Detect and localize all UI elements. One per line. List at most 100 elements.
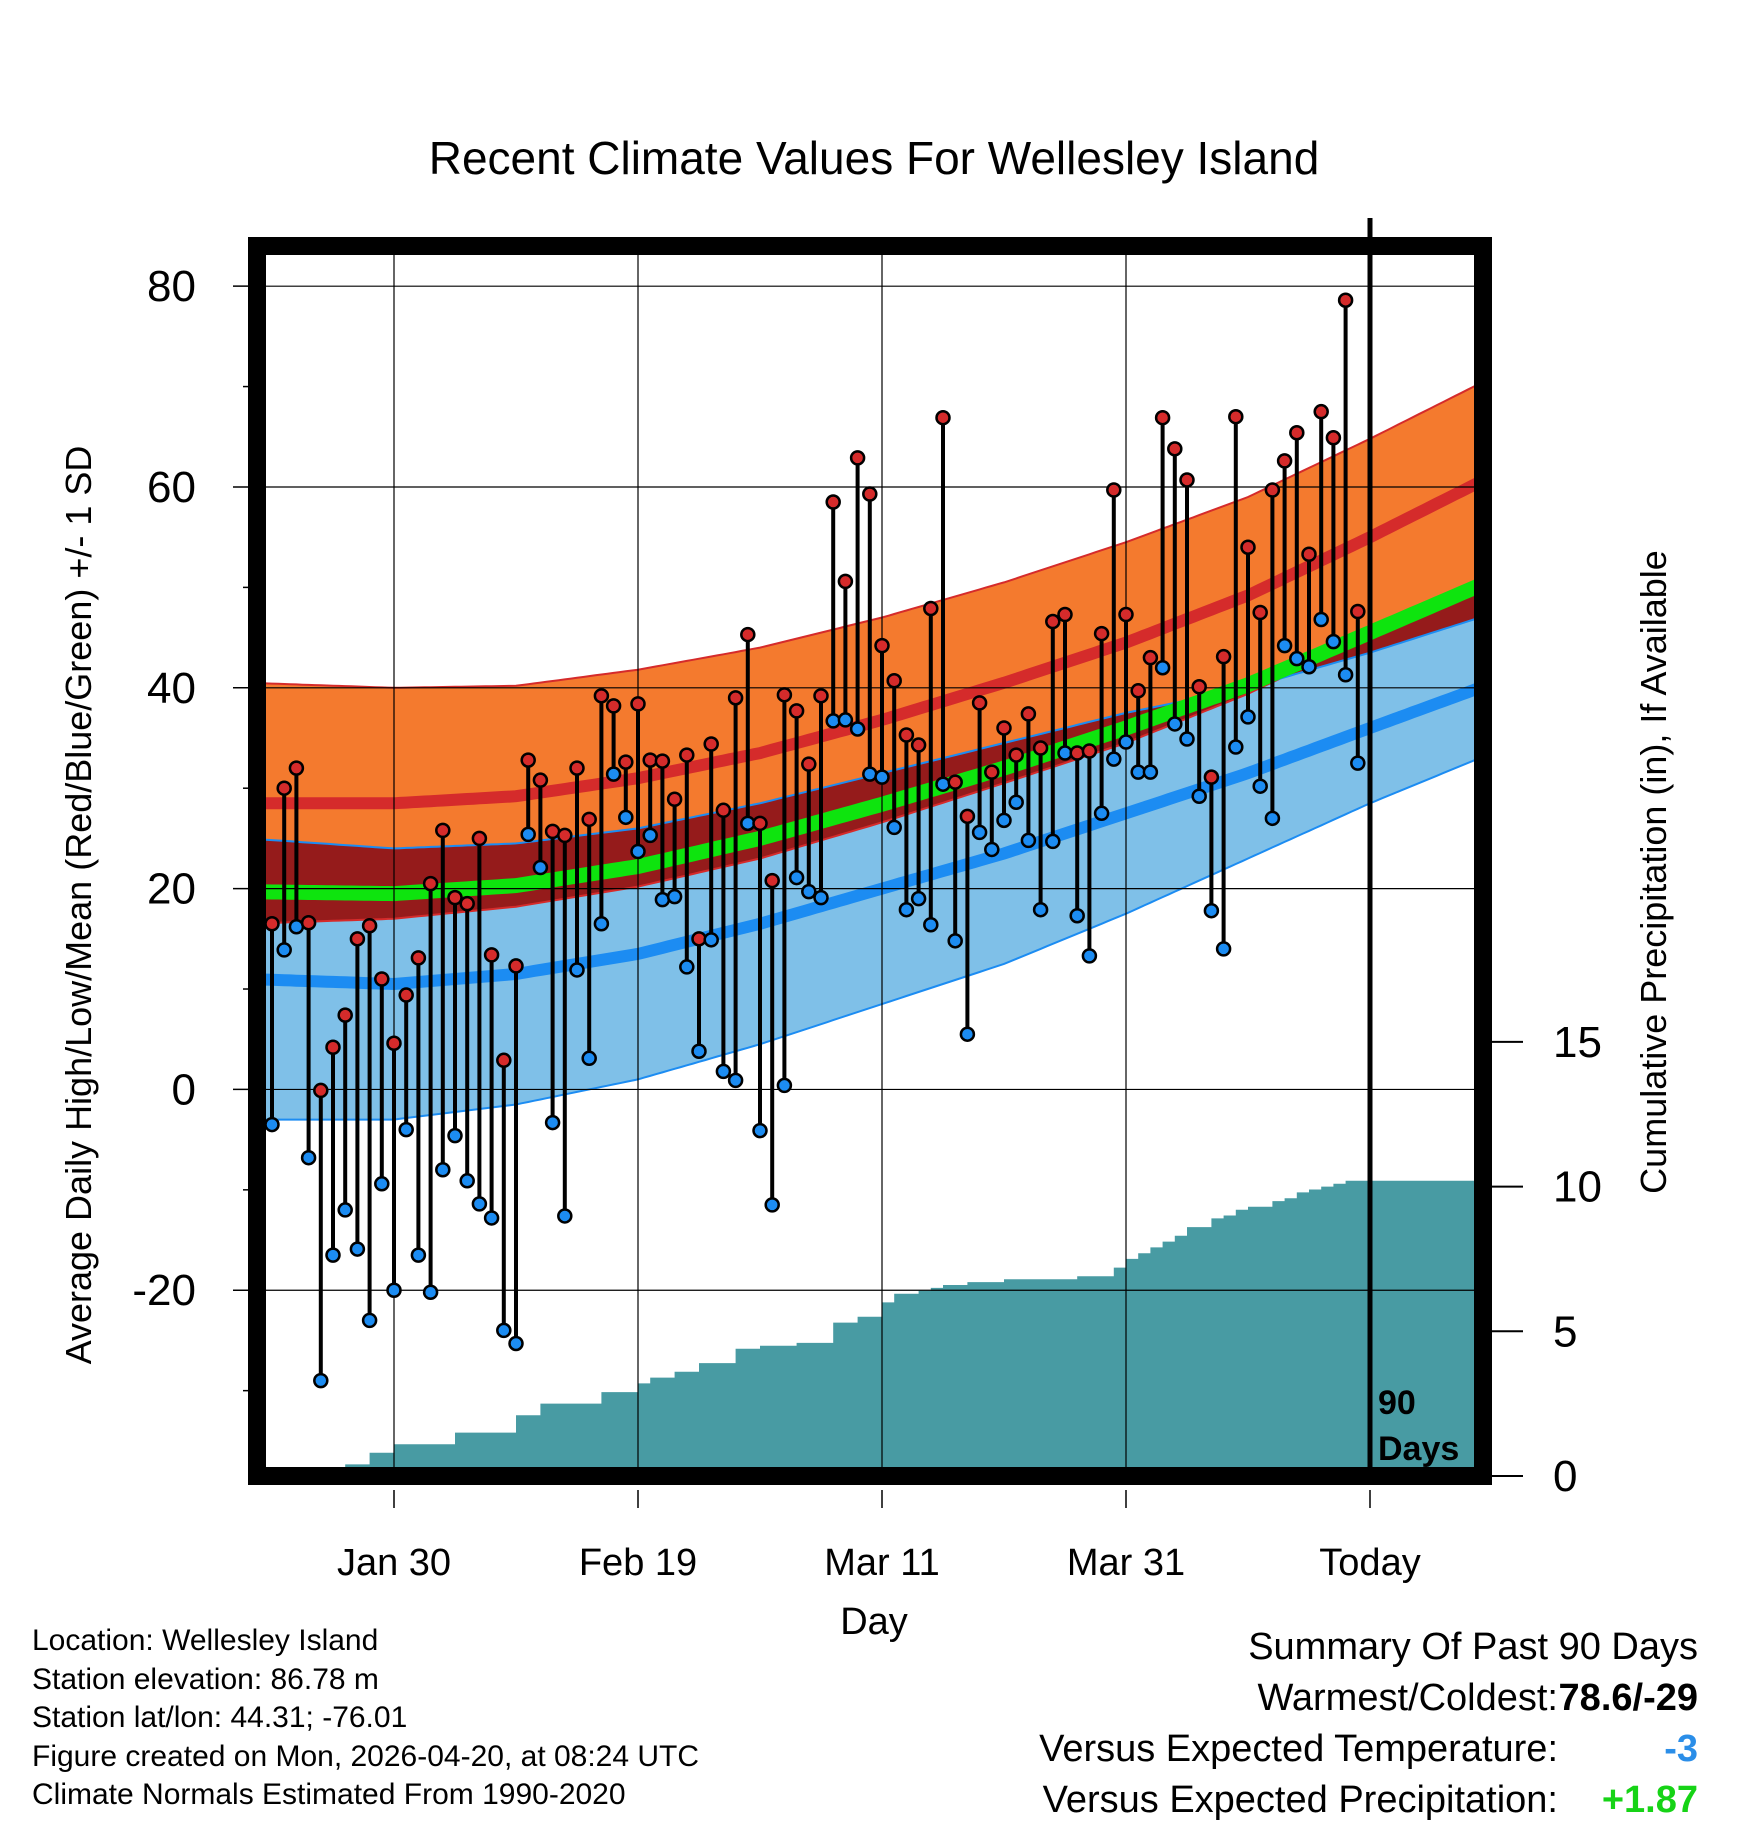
observed-high-point	[1215, 648, 1232, 665]
observed-high-point	[447, 889, 463, 906]
observed-high-point	[1313, 403, 1329, 420]
y-left-tick-label: 20	[147, 865, 196, 914]
temperature-anomaly-row: Versus Expected Temperature: -3	[938, 1724, 1698, 1775]
observed-high-point	[862, 486, 878, 502]
warmest-coldest-row: Warmest/Coldest: 78.6/-29	[938, 1673, 1698, 1724]
temperature-anomaly-value: -3	[1664, 1728, 1698, 1770]
normal-low-band	[257, 617, 1480, 1120]
observed-high-point	[1093, 625, 1110, 642]
observed-high-point	[569, 760, 585, 776]
observed-high-point	[764, 872, 780, 889]
observed-low-point	[1350, 755, 1366, 771]
observed-high-point	[618, 754, 634, 770]
normals-period-text: Climate Normals Estimated From 1990-2020	[32, 1778, 626, 1811]
y-right-tick-label: 5	[1553, 1307, 1577, 1356]
observed-high-point	[581, 811, 597, 828]
observed-low-point	[1264, 810, 1281, 827]
observed-low-point	[1167, 716, 1183, 732]
observed-low-point	[1081, 948, 1098, 964]
observed-low-point	[654, 891, 671, 908]
x-axis-label: Day	[840, 1601, 908, 1643]
observed-low-point	[996, 812, 1012, 829]
observed-high-point	[1289, 425, 1305, 441]
observed-high-point	[605, 698, 622, 714]
observed-high-point	[1228, 408, 1244, 425]
observed-low-point	[337, 1202, 353, 1218]
observed-low-point	[1142, 764, 1159, 780]
observed-high-point	[1118, 606, 1134, 623]
observed-low-point	[1228, 739, 1244, 755]
observed-low-point	[447, 1127, 463, 1144]
observed-high-point	[1240, 539, 1256, 555]
observed-high-point	[1252, 604, 1268, 621]
observed-high-point	[435, 822, 451, 839]
observed-high-point	[715, 802, 732, 819]
observed-low-point	[483, 1210, 500, 1226]
observed-high-point	[727, 690, 744, 706]
observed-low-point	[898, 901, 915, 918]
plot-layers	[257, 246, 1483, 1476]
observed-low-point	[1118, 734, 1134, 750]
observed-high-point	[703, 736, 719, 752]
observed-low-point	[679, 959, 695, 975]
y-right-tick-label: 15	[1553, 1018, 1602, 1067]
observed-high-point	[1179, 472, 1195, 488]
observed-low-point	[776, 1077, 793, 1094]
observed-low-point	[910, 890, 927, 907]
observed-high-point	[971, 695, 988, 711]
observed-high-point	[1276, 453, 1293, 469]
observed-high-point	[776, 687, 793, 703]
observed-low-point	[581, 1050, 597, 1067]
observed-high-point	[886, 673, 902, 689]
observed-low-point	[459, 1173, 475, 1189]
observed-low-point	[1008, 794, 1024, 811]
observed-high-point	[313, 1082, 329, 1099]
observed-low-point	[1325, 633, 1342, 650]
warmest-coldest-value: 78.6/-29	[1558, 1677, 1698, 1719]
observed-high-point	[1020, 706, 1037, 722]
observed-high-point	[923, 600, 939, 617]
normal-mean-line	[257, 578, 1483, 902]
observed-high-point	[1057, 606, 1073, 623]
observed-low-point	[264, 1116, 280, 1133]
y-right-tick-label: 10	[1553, 1163, 1602, 1212]
observed-high-point	[410, 950, 427, 966]
observed-high-point	[325, 1039, 341, 1056]
observed-high-point	[276, 780, 292, 796]
observed-low-point	[1154, 659, 1171, 676]
summary-panel: Summary Of Past 90 Days Warmest/Coldest:…	[938, 1622, 1698, 1826]
observed-low-point	[544, 1114, 561, 1131]
observed-high-point	[1350, 603, 1366, 620]
observed-high-point	[508, 958, 524, 974]
observed-low-point	[325, 1247, 341, 1263]
observed-high-point	[349, 931, 366, 947]
observed-low-point	[837, 712, 854, 728]
warmest-coldest-label: Warmest/Coldest:	[1257, 1677, 1558, 1719]
observed-high-point	[398, 987, 414, 1003]
observed-high-point	[910, 737, 927, 753]
observed-low-point	[1191, 788, 1207, 804]
observed-low-point	[410, 1247, 427, 1263]
observed-low-point	[1032, 901, 1049, 918]
plot-frame	[248, 237, 1492, 1485]
observed-low-point	[1276, 637, 1293, 654]
observed-high-point	[825, 494, 841, 510]
observed-low-point	[557, 1208, 573, 1224]
precip-area	[272, 1180, 1480, 1476]
observed-low-point	[435, 1162, 451, 1178]
observed-low-point	[971, 824, 988, 841]
observed-low-point	[788, 869, 805, 886]
observed-low-point	[984, 841, 1000, 858]
observed-low-point	[849, 721, 866, 737]
observed-low-point	[630, 843, 646, 860]
observed-high-point	[1106, 482, 1122, 498]
observed-high-point	[666, 791, 683, 807]
observed-high-point	[849, 450, 866, 466]
precipitation-anomaly-label: Versus Expected Precipitation:	[1042, 1779, 1558, 1821]
observed-low-point	[1313, 611, 1329, 628]
observed-low-point	[471, 1196, 488, 1212]
observed-high-point	[1142, 649, 1159, 666]
observed-high-point	[1301, 546, 1317, 563]
observed-high-point	[422, 875, 439, 892]
observed-low-point	[1093, 805, 1110, 822]
